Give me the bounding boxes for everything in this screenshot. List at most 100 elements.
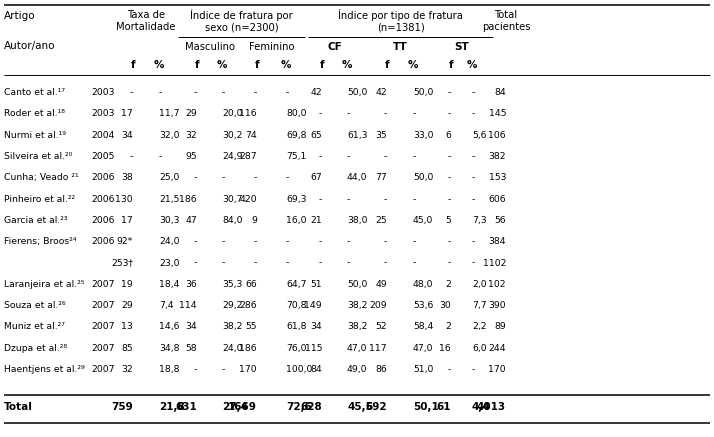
Text: f: f <box>195 60 199 70</box>
Text: 21: 21 <box>311 216 322 225</box>
Text: 30: 30 <box>439 301 451 310</box>
Text: 84: 84 <box>494 88 506 97</box>
Text: 130: 130 <box>116 194 133 204</box>
Text: -: - <box>472 109 476 118</box>
Text: 24,9: 24,9 <box>222 152 243 161</box>
Text: 42: 42 <box>311 88 322 97</box>
Text: Masculino: Masculino <box>184 42 234 52</box>
Text: 50,0: 50,0 <box>413 173 433 182</box>
Text: 34,8: 34,8 <box>159 344 179 353</box>
Text: 33,0: 33,0 <box>413 131 433 140</box>
Text: 50,0: 50,0 <box>347 88 368 97</box>
Text: 38,0: 38,0 <box>347 216 368 225</box>
Text: %: % <box>467 60 477 70</box>
Text: -: - <box>472 237 476 246</box>
Text: 5: 5 <box>446 216 451 225</box>
Text: 42: 42 <box>376 88 387 97</box>
Text: 34: 34 <box>121 131 133 140</box>
Text: 70,8: 70,8 <box>286 301 306 310</box>
Text: -: - <box>448 173 451 182</box>
Text: 45,0: 45,0 <box>413 216 433 225</box>
Text: -: - <box>347 237 351 246</box>
Text: 390: 390 <box>488 301 506 310</box>
Text: -: - <box>193 365 197 374</box>
Text: -: - <box>448 109 451 118</box>
Text: f: f <box>385 60 389 70</box>
Text: 153: 153 <box>488 173 506 182</box>
Text: 2,2: 2,2 <box>472 323 487 331</box>
Text: -: - <box>193 88 197 97</box>
Text: 55: 55 <box>246 323 257 331</box>
Text: -: - <box>347 194 351 204</box>
Text: -: - <box>253 237 257 246</box>
Text: 51,0: 51,0 <box>413 365 433 374</box>
Text: 38,2: 38,2 <box>347 301 368 310</box>
Text: 48,0: 48,0 <box>413 280 433 289</box>
Text: -: - <box>472 88 476 97</box>
Text: 30,2: 30,2 <box>222 131 243 140</box>
Text: 29: 29 <box>121 301 133 310</box>
Text: 631: 631 <box>175 402 197 413</box>
Text: -: - <box>347 152 351 161</box>
Text: 20,0: 20,0 <box>222 109 243 118</box>
Text: 149: 149 <box>304 301 322 310</box>
Text: -: - <box>413 152 416 161</box>
Text: -: - <box>222 88 226 97</box>
Text: Fierens; Broos²⁴: Fierens; Broos²⁴ <box>4 237 76 246</box>
Text: 24,0: 24,0 <box>222 344 243 353</box>
Text: -: - <box>159 88 162 97</box>
Text: -: - <box>286 237 289 246</box>
Text: 29: 29 <box>185 109 197 118</box>
Text: Taxa de
Mortalidade: Taxa de Mortalidade <box>116 10 176 32</box>
Text: -: - <box>448 365 451 374</box>
Text: 24,0: 24,0 <box>159 237 179 246</box>
Text: Feminino: Feminino <box>248 42 294 52</box>
Text: -: - <box>383 194 387 204</box>
Text: 53,6: 53,6 <box>413 301 433 310</box>
Text: -: - <box>222 259 226 267</box>
Text: 84: 84 <box>311 365 322 374</box>
Text: 2004: 2004 <box>91 131 115 140</box>
Text: 25,0: 25,0 <box>159 173 179 182</box>
Text: 2: 2 <box>445 280 451 289</box>
Text: 64,7: 64,7 <box>286 280 306 289</box>
Text: 74: 74 <box>245 131 257 140</box>
Text: 69,8: 69,8 <box>286 131 306 140</box>
Text: 50,0: 50,0 <box>347 280 368 289</box>
Text: 2006: 2006 <box>91 194 115 204</box>
Text: -: - <box>318 109 322 118</box>
Text: 2003: 2003 <box>91 88 115 97</box>
Text: 2005: 2005 <box>91 152 115 161</box>
Text: 16,0: 16,0 <box>286 216 306 225</box>
Text: 420: 420 <box>239 194 257 204</box>
Text: Garcia et al.²³: Garcia et al.²³ <box>4 216 68 225</box>
Text: -: - <box>448 88 451 97</box>
Text: -: - <box>193 173 197 182</box>
Text: -: - <box>413 237 416 246</box>
Text: 66: 66 <box>245 280 257 289</box>
Text: -: - <box>347 259 351 267</box>
Text: 32: 32 <box>121 365 133 374</box>
Text: -: - <box>347 109 351 118</box>
Text: 209: 209 <box>369 301 387 310</box>
Text: 50,0: 50,0 <box>413 88 433 97</box>
Text: 244: 244 <box>488 344 506 353</box>
Text: -: - <box>286 88 289 97</box>
Text: CF: CF <box>327 42 342 52</box>
Text: 759: 759 <box>111 402 133 413</box>
Text: 2007: 2007 <box>91 344 115 353</box>
Text: 32: 32 <box>185 131 197 140</box>
Text: 85: 85 <box>121 344 133 353</box>
Text: TT: TT <box>393 42 408 52</box>
Text: 76,0: 76,0 <box>286 344 306 353</box>
Text: 606: 606 <box>488 194 506 204</box>
Text: 170: 170 <box>239 365 257 374</box>
Text: 170: 170 <box>488 365 506 374</box>
Text: Artigo: Artigo <box>4 11 36 21</box>
Text: 2006: 2006 <box>91 173 115 182</box>
Text: 35: 35 <box>376 131 387 140</box>
Text: Índice de fratura por
sexo (n=2300): Índice de fratura por sexo (n=2300) <box>190 9 293 33</box>
Text: 56: 56 <box>494 216 506 225</box>
Text: 25: 25 <box>376 216 387 225</box>
Text: -: - <box>472 259 476 267</box>
